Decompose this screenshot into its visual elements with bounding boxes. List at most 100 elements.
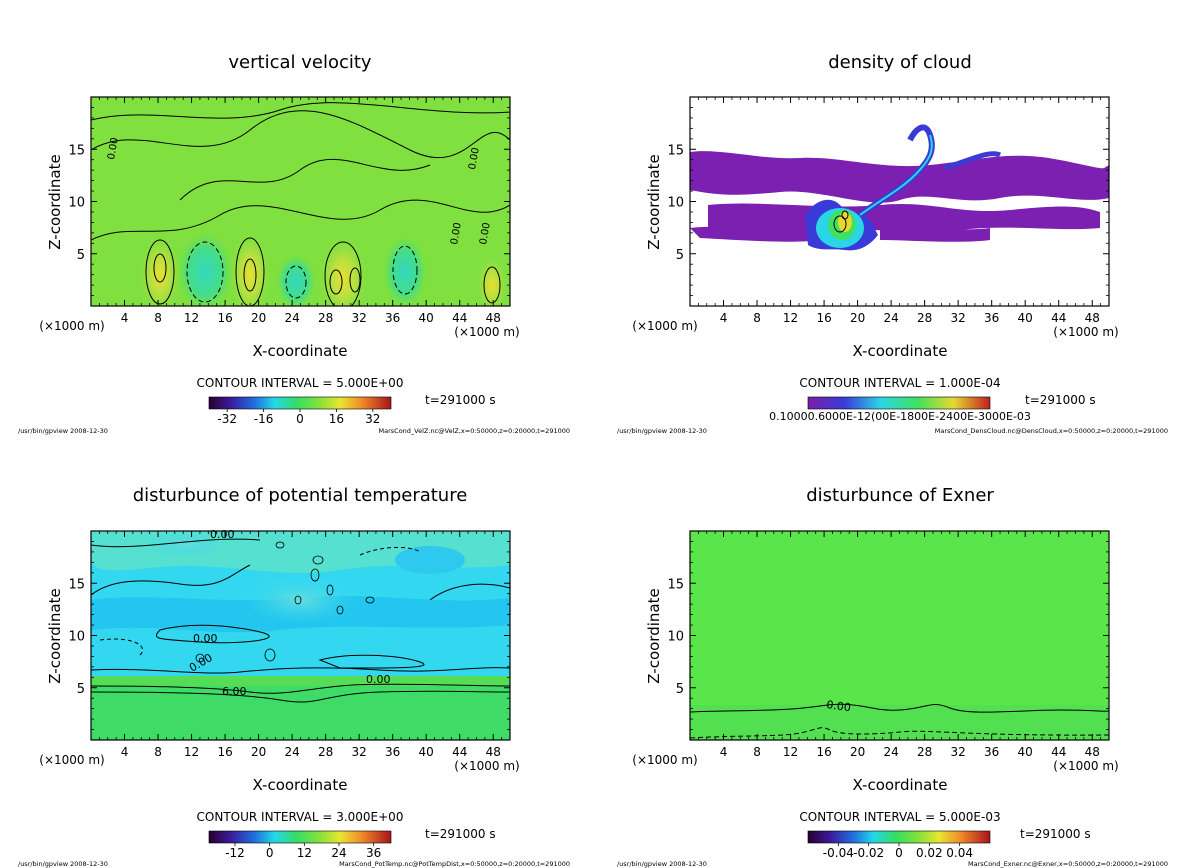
heatmap-field	[91, 531, 510, 740]
y-axis-label: Z-coordinate	[645, 588, 663, 683]
colorbar-tick-label: 0	[296, 412, 304, 426]
x-tick-label: 12	[783, 745, 798, 759]
y-tick-label: 5	[77, 682, 85, 697]
colorbar-ticks: -0.04 -0.02 0 0.02 0.04	[823, 843, 973, 860]
x-ticks: 4 8 12 16 20 24 28 32 36 40 44 48	[98, 531, 503, 759]
x-tick-label: 4	[121, 745, 129, 759]
contour-label: 0.00	[106, 137, 121, 161]
x-tick-label: 20	[251, 745, 266, 759]
x-tick-label: 24	[883, 311, 898, 325]
y-tick-label: 5	[676, 682, 684, 697]
x-tick-label: 20	[850, 745, 865, 759]
panel-vertical-velocity: vertical velocity	[18, 52, 570, 435]
x-tick-label: 32	[951, 745, 966, 759]
y-tick-label: 15	[667, 577, 684, 592]
y-axis-label: Z-coordinate	[645, 154, 663, 249]
y-tick-label: 15	[667, 143, 684, 158]
panel-potential-temperature: disturbunce of potential temperature	[18, 485, 570, 868]
footer-left: /usr/bin/gpview 2008-12-30	[617, 427, 707, 435]
x-tick-label: 36	[385, 745, 400, 759]
contour-interval: CONTOUR INTERVAL = 3.000E+00	[197, 810, 404, 824]
contour-labels: 0.00	[826, 698, 852, 714]
x-tick-label: 44	[452, 311, 467, 325]
x-axis-label: X-coordinate	[253, 342, 348, 360]
colorbar-tick-label: -0.04	[823, 846, 854, 860]
footer-left: /usr/bin/gpview 2008-12-30	[617, 860, 707, 868]
footer-right: MarsCond_DensCloud.nc@DensCloud,x=0:5000…	[935, 427, 1168, 435]
y-tick-label: 10	[68, 196, 85, 211]
colorbar-tick-label: 0	[266, 846, 274, 860]
x-tick-label: 28	[318, 311, 333, 325]
y-ticks: 5 10 15	[68, 107, 510, 296]
y-ticks: 5 10 15	[667, 107, 1109, 296]
contour-label: 0.00	[210, 528, 235, 541]
contour-label: 0.00	[478, 222, 493, 246]
y-axis-label: Z-coordinate	[46, 588, 64, 683]
heatmap-field	[91, 97, 510, 306]
contour-label: 6.00	[222, 685, 247, 698]
contour-label: 0.00	[467, 147, 482, 171]
footer-left: /usr/bin/gpview 2008-12-30	[18, 427, 108, 435]
x-tick-label: 32	[352, 311, 367, 325]
x-tick-label: 28	[318, 745, 333, 759]
x-tick-label: 16	[816, 311, 831, 325]
colorbar	[807, 396, 991, 410]
y-tick-label: 5	[676, 248, 684, 263]
heatmap-field	[690, 97, 1109, 306]
colorbar	[807, 830, 991, 844]
x-tick-label: 8	[753, 745, 761, 759]
x-tick-label: 24	[284, 745, 299, 759]
heatmap-field	[690, 531, 1109, 740]
x-tick-label: 32	[352, 745, 367, 759]
x-unit-right: (×1000 m)	[454, 759, 519, 773]
colorbar-ticks: -32 -16 0 16 32	[217, 409, 380, 426]
plot-title: density of cloud	[828, 52, 972, 73]
y-tick-label: 10	[68, 630, 85, 645]
colorbar-tick-label: -32	[217, 412, 237, 426]
contour-labels: 0.00 0.00 0.00 0.00	[106, 137, 493, 246]
colorbar-tick-label: 0.04	[946, 846, 973, 860]
x-tick-label: 40	[1018, 745, 1033, 759]
x-tick-label: 24	[284, 311, 299, 325]
time-label: t=291000 s	[1025, 393, 1096, 407]
y-tick-label: 15	[68, 577, 85, 592]
colorbar-tick-label: 36	[366, 846, 381, 860]
plot-title: vertical velocity	[228, 52, 372, 73]
footer-right: MarsCond_VelZ.nc@VelZ,x=0:50000,z=0:2000…	[379, 427, 570, 435]
contour-interval: CONTOUR INTERVAL = 1.000E-04	[799, 376, 1000, 390]
x-tick-label: 12	[184, 745, 199, 759]
x-tick-label: 48	[486, 311, 501, 325]
x-ticks: 4 8 12 16 20 24 28 32 36 40 44 48	[697, 531, 1102, 759]
colorbar-tick-label: -16	[254, 412, 274, 426]
x-tick-label: 4	[121, 311, 129, 325]
x-axis-label: X-coordinate	[853, 342, 948, 360]
x-unit-right: (×1000 m)	[1053, 759, 1118, 773]
x-tick-label: 40	[419, 311, 434, 325]
x-unit-left: (×1000 m)	[632, 319, 697, 333]
colorbar-tick-label: 12	[297, 846, 312, 860]
x-ticks: 4 8 12 16 20 24 28 32 36 40 44 48	[98, 97, 503, 325]
colorbar-tick-label: 0.02	[916, 846, 943, 860]
x-tick-label: 44	[1051, 745, 1066, 759]
footer-left: /usr/bin/gpview 2008-12-30	[18, 860, 108, 868]
x-tick-label: 40	[419, 745, 434, 759]
x-tick-label: 8	[154, 311, 162, 325]
x-axis-label: X-coordinate	[253, 776, 348, 794]
time-label: t=291000 s	[425, 393, 496, 407]
panel-exner: disturbunce of Exner 0.00 4 8 12 16 20 24 28 32…	[617, 485, 1168, 868]
x-tick-label: 40	[1018, 311, 1033, 325]
contour-label: 0.00	[193, 632, 218, 645]
y-tick-label: 10	[667, 196, 684, 211]
y-axis-label: Z-coordinate	[46, 154, 64, 249]
x-tick-label: 36	[385, 311, 400, 325]
colorbar-tick-label: 16	[329, 412, 344, 426]
x-unit-left: (×1000 m)	[39, 753, 104, 767]
footer-right: MarsCond_PotTemp.nc@PotTempDist,x=0:5000…	[339, 860, 570, 868]
footer-right: MarsCond_Exner.nc@Exner,x=0:50000,z=0:20…	[968, 860, 1168, 868]
x-axis-label: X-coordinate	[853, 776, 948, 794]
x-tick-label: 32	[951, 311, 966, 325]
colorbar-tick-labels: 0.10000.6000E-12(00E-1800E-2400E-3000E-0…	[769, 410, 1031, 423]
x-tick-label: 48	[486, 745, 501, 759]
x-tick-label: 16	[217, 311, 232, 325]
x-unit-left: (×1000 m)	[632, 753, 697, 767]
